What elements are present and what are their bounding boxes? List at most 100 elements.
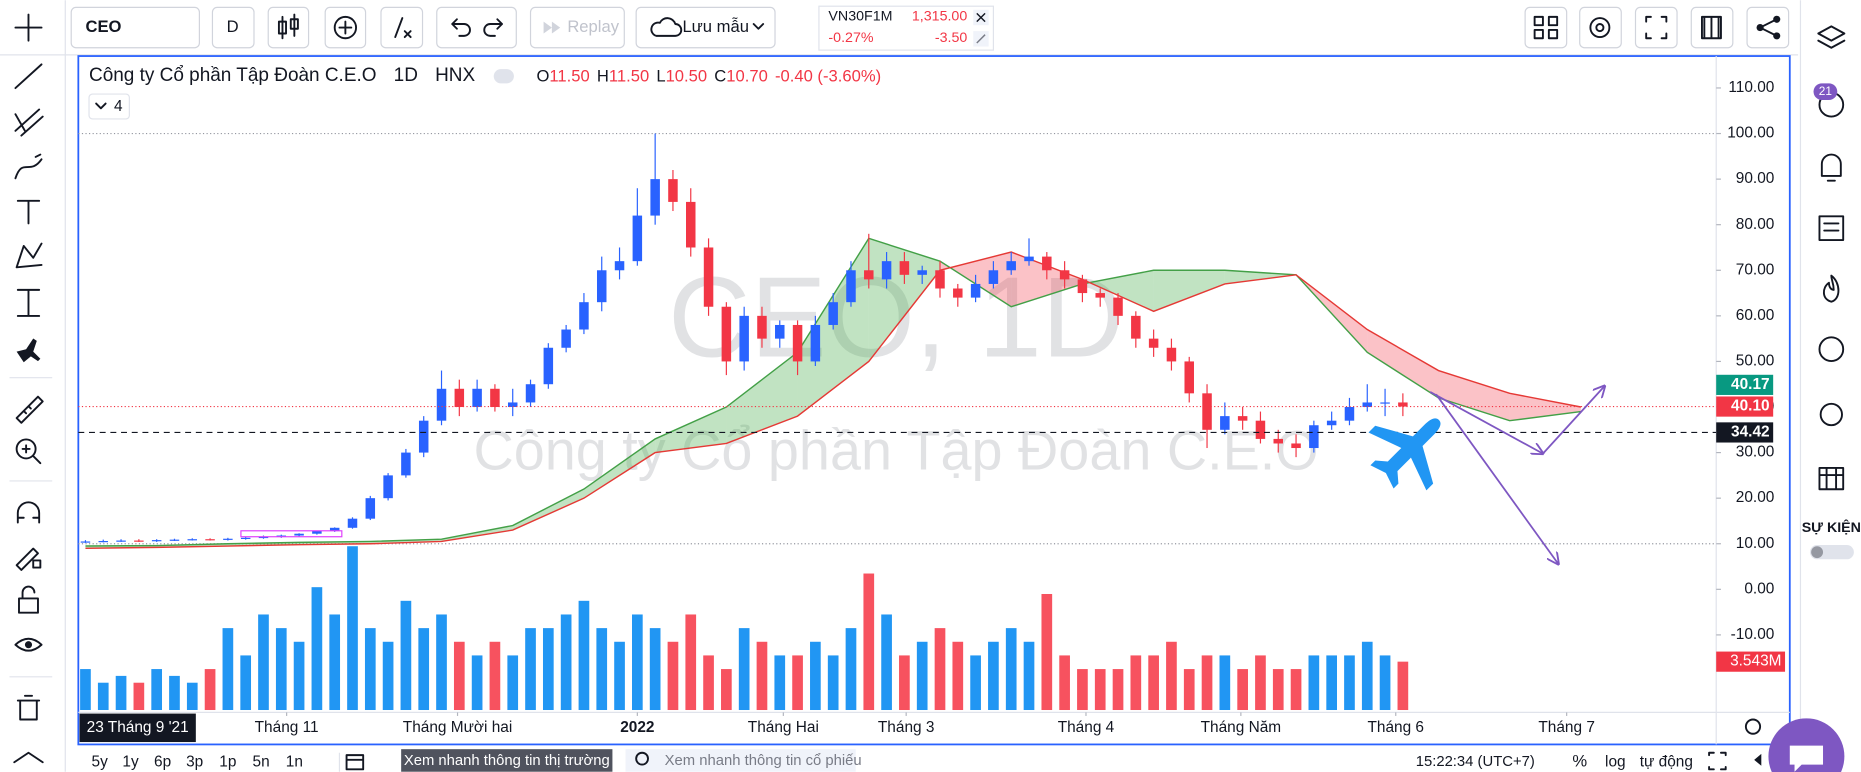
watch-box[interactable] xyxy=(818,5,994,51)
settings-button[interactable] xyxy=(1579,6,1622,49)
fit-button[interactable] xyxy=(1708,751,1727,771)
volume-bar xyxy=(560,614,572,711)
y-tick-label: 100.00 xyxy=(1727,125,1774,142)
share-dot xyxy=(1756,24,1764,32)
drawing-airplane[interactable] xyxy=(1353,391,1468,506)
chat-button[interactable] xyxy=(1768,718,1845,772)
volume-bar xyxy=(1255,655,1266,711)
market-button[interactable] xyxy=(401,749,613,772)
x-tick-label: Tháng 6 xyxy=(1367,719,1424,736)
candle-body xyxy=(347,518,358,528)
unlock-tool[interactable] xyxy=(18,585,39,614)
volume-bar xyxy=(151,669,163,711)
drawing-arrow[interactable] xyxy=(1429,391,1543,454)
layout-button[interactable] xyxy=(1524,6,1568,49)
replay-label: Replay xyxy=(567,17,619,36)
y-tick-label: 10.00 xyxy=(1736,535,1775,552)
candle-body xyxy=(1184,361,1194,394)
brush-tool[interactable] xyxy=(14,153,43,180)
volume-bar xyxy=(988,641,999,711)
volume-bar xyxy=(1112,669,1124,711)
bottom-bar: Xem nhanh thông tin thị trường Xem nhanh… xyxy=(92,718,1845,772)
volume-bar xyxy=(1308,655,1320,711)
pattern-tool[interactable] xyxy=(15,242,43,269)
zoom-tool[interactable] xyxy=(15,438,37,460)
drawing-rectangle[interactable] xyxy=(240,530,343,538)
candle-body xyxy=(383,475,393,499)
symbol-search[interactable] xyxy=(70,6,200,49)
watchlist-icon[interactable] xyxy=(1817,25,1846,49)
chart-type-button[interactable] xyxy=(267,6,310,49)
visibility-tool[interactable] xyxy=(14,637,43,652)
volume-bar xyxy=(596,628,608,711)
globe-icon[interactable] xyxy=(1818,336,1845,363)
ohlc-value: 10.70 xyxy=(726,67,768,86)
price-marker xyxy=(1716,374,1774,395)
plus-icon xyxy=(333,15,358,40)
undo-redo[interactable] xyxy=(436,6,517,49)
collapse-tool[interactable] xyxy=(13,751,44,764)
save-button[interactable] xyxy=(635,6,776,49)
chart-frame xyxy=(77,55,1791,746)
range-button[interactable]: 1p xyxy=(219,753,236,770)
text-tool[interactable] xyxy=(16,199,41,225)
magnet-tool[interactable] xyxy=(16,501,41,524)
range-button[interactable]: 3p xyxy=(186,753,203,770)
interval-button[interactable] xyxy=(211,6,255,49)
range-button[interactable]: 5n xyxy=(253,753,270,770)
ohlc-key: H xyxy=(597,67,609,86)
stock-search[interactable] xyxy=(625,749,856,772)
range-button[interactable]: 1y xyxy=(122,753,139,770)
trendline-tool[interactable] xyxy=(14,63,43,90)
share-button[interactable] xyxy=(1746,6,1790,49)
range-button[interactable]: 5y xyxy=(92,753,109,770)
volume-bar xyxy=(204,669,216,711)
settings-icon[interactable] xyxy=(1819,402,1843,427)
fullscreen-button[interactable] xyxy=(1634,6,1678,49)
candle-body xyxy=(739,315,749,362)
price-marker-label: 40.10 xyxy=(1731,398,1770,415)
range-button[interactable]: 6p xyxy=(154,753,171,770)
volume-bar xyxy=(774,655,786,711)
y-tick-label: 50.00 xyxy=(1736,353,1775,370)
percent-toggle[interactable]: % xyxy=(1572,752,1587,771)
auto-toggle[interactable]: tự động xyxy=(1640,753,1693,770)
candle-body xyxy=(151,540,162,542)
crosshair-tool[interactable] xyxy=(14,13,43,42)
x-tick-label: Tháng Mười hai xyxy=(403,719,512,736)
goto-date[interactable] xyxy=(345,754,365,771)
indicators-toggle[interactable] xyxy=(88,93,130,120)
lock-drawing-tool[interactable] xyxy=(15,547,42,571)
log-toggle[interactable]: log xyxy=(1605,753,1626,770)
axis-settings[interactable] xyxy=(1744,718,1762,735)
measure-tool[interactable] xyxy=(16,288,41,317)
hot-icon[interactable] xyxy=(1822,274,1840,303)
candle-body xyxy=(1344,407,1355,421)
candle-body xyxy=(846,270,856,303)
plane-tool[interactable] xyxy=(16,338,41,363)
range-button[interactable]: 1n xyxy=(286,753,303,770)
drawing-arrow[interactable] xyxy=(1435,393,1558,564)
cloud-fill xyxy=(1153,270,1225,312)
market-button-label: Xem nhanh thông tin thị trường xyxy=(404,753,610,769)
volume-bar xyxy=(578,600,590,711)
notes-icon[interactable] xyxy=(1818,215,1845,241)
candle-body xyxy=(721,306,732,362)
x-tick-label: Tháng 4 xyxy=(1058,719,1115,736)
cloud-fill xyxy=(1438,370,1510,421)
ruler-tool[interactable] xyxy=(15,395,44,424)
notifications-icon[interactable] xyxy=(1820,153,1842,182)
replay-button[interactable] xyxy=(529,6,625,49)
delete-tool[interactable] xyxy=(16,694,41,721)
scroll-left[interactable] xyxy=(1754,753,1762,766)
candle-icon xyxy=(277,13,299,40)
fib-tool[interactable] xyxy=(14,108,44,137)
drawing-arrow[interactable] xyxy=(1542,386,1605,455)
candle-body xyxy=(579,302,589,330)
watch-change: -3.50 xyxy=(935,30,968,46)
calendar-icon[interactable] xyxy=(1818,466,1845,491)
replay-icon xyxy=(543,21,561,34)
indicators-button[interactable] xyxy=(380,6,424,49)
